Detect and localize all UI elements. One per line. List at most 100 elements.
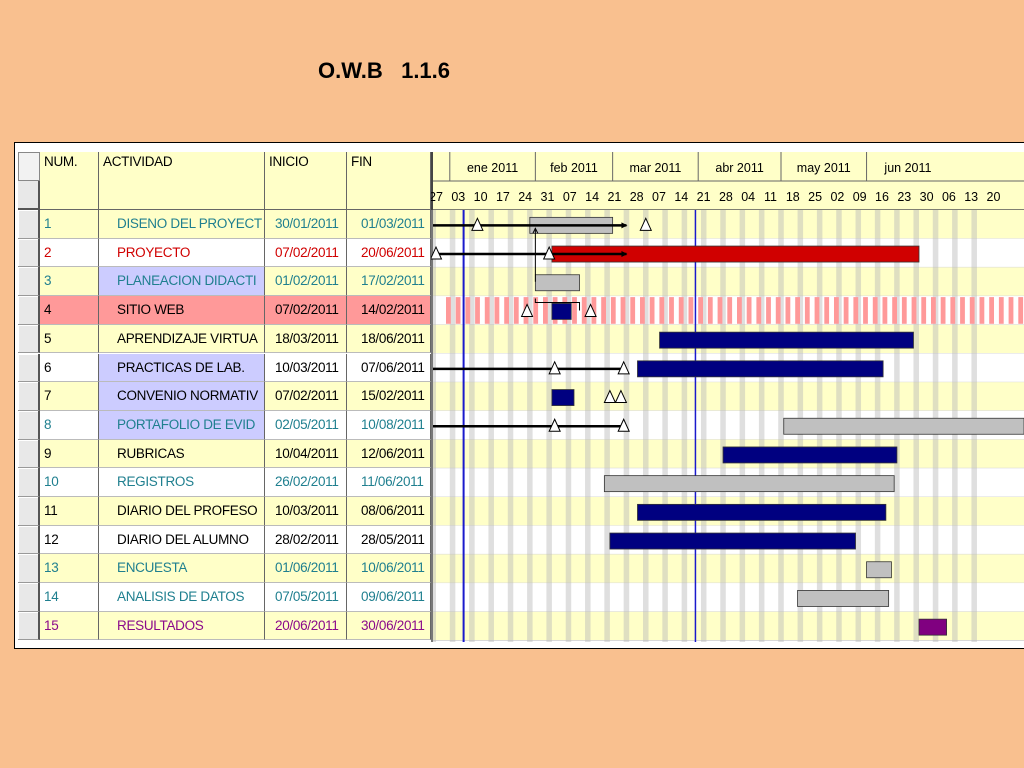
highlight-stripe [911,297,917,324]
cell-fin: 28/05/2011 [347,525,431,555]
highlight-stripe [707,297,713,324]
cell-actividad: CONVENIO NORMATIV [99,382,265,411]
gantt-timeline: ene 2011 feb 2011 mar 2011 abr 2011 may 2011… [431,152,1024,642]
month-label: ene 2011 [467,161,518,175]
row-selector [18,554,40,584]
cell-actividad: PROYECTO [99,238,265,268]
header-actividad: ACTIVIDAD [99,152,265,210]
week-label: 18 [786,190,800,204]
row-selector [18,324,40,354]
highlight-stripe [727,297,733,324]
month-label: abr 2011 [715,161,763,175]
week-label: 13 [964,190,978,204]
row-selector [18,296,40,325]
highlight-stripe [591,297,597,324]
highlight-stripe [688,297,694,324]
week-label: 30 [920,190,934,204]
highlight-stripe [950,297,956,324]
row-selector [18,611,40,641]
weekend-shading [758,210,765,642]
week-label: 20 [987,190,1001,204]
highlight-stripe [1018,297,1024,324]
arrow-head [621,251,628,258]
highlight-stripe [484,297,490,324]
cell-inicio: 18/03/2011 [265,324,347,354]
highlight-stripe [533,297,539,324]
row-selector [18,439,40,469]
cell-fin: 11/06/2011 [347,468,431,497]
highlight-stripe [601,297,606,324]
header-inicio: INICIO [265,152,347,210]
highlight-stripe [834,297,839,324]
arrow-head [621,222,628,229]
highlight-stripe [475,297,480,324]
week-label: 09 [853,190,867,204]
highlight-stripe [446,297,451,324]
month-label: may 2011 [797,161,851,175]
task-bar [603,475,895,493]
week-label: 21 [697,190,711,204]
row-selector [18,210,40,239]
header-selector-cell [18,152,40,181]
cell-inicio: 28/02/2011 [265,525,347,555]
week-label: 17 [496,190,510,204]
cell-inicio: 07/02/2011 [265,382,347,411]
week-label: 28 [630,190,644,204]
cell-actividad: DIARIO DEL PROFESO [99,497,265,526]
week-label: 23 [897,190,911,204]
week-label: 03 [451,190,465,204]
milestone-marker [617,360,630,375]
cell-fin: 09/06/2011 [347,583,431,612]
cell-fin: 15/02/2011 [347,382,431,411]
cell-num: 2 [40,238,99,268]
highlight-stripe [620,297,626,324]
week-label: 07 [652,190,666,204]
timeline-row-background [433,267,1024,297]
cell-actividad: PORTAFOLIO DE EVID [99,410,265,440]
month-label: feb 2011 [550,161,598,175]
highlight-stripe [785,297,791,324]
cell-num: 1 [40,210,99,239]
cell-num: 13 [40,554,99,584]
row-selector [18,353,40,383]
link-arrow [532,227,539,234]
milestone-marker [639,217,653,231]
milestone-marker [584,303,597,317]
cell-inicio: 10/03/2011 [265,497,347,526]
task-bar [866,561,892,579]
milestone-marker [548,360,561,375]
cell-fin: 08/06/2011 [347,497,431,526]
cell-actividad: SITIO WEB [99,296,265,325]
highlight-stripe [659,297,665,324]
highlight-stripe [630,297,636,324]
task-bar [637,503,887,521]
week-label: 21 [607,190,621,204]
week-label: 10 [474,190,488,204]
cell-inicio: 01/06/2011 [265,554,347,584]
highlight-stripe [814,297,820,324]
cell-fin: 10/06/2011 [347,554,431,584]
highlight-stripe [921,297,927,324]
weekend-shading [662,210,668,642]
cell-actividad: ANALISIS DE DATOS [99,583,265,612]
highlight-stripe [931,297,936,324]
highlight-stripe [979,297,985,324]
milestone-marker [603,389,617,404]
highlight-stripe [698,297,703,324]
week-label: 16 [875,190,889,204]
timeline-row-background [433,583,1024,612]
cell-actividad: DIARIO DEL ALUMNO [99,525,265,555]
week-label: 25 [808,190,822,204]
row-selector [18,468,40,497]
highlight-stripe [1008,297,1014,324]
task-bar [659,331,914,349]
row-selector [18,410,40,440]
cell-inicio: 20/06/2011 [265,611,347,641]
cell-actividad: PLANEACION DIDACTI [99,267,265,297]
cell-fin: 07/06/2011 [347,353,431,383]
milestone-marker [471,217,484,231]
cell-num: 15 [40,611,99,641]
highlight-stripe [455,297,461,324]
header-fin: FIN [347,152,431,210]
header-num: NUM. [40,152,99,210]
